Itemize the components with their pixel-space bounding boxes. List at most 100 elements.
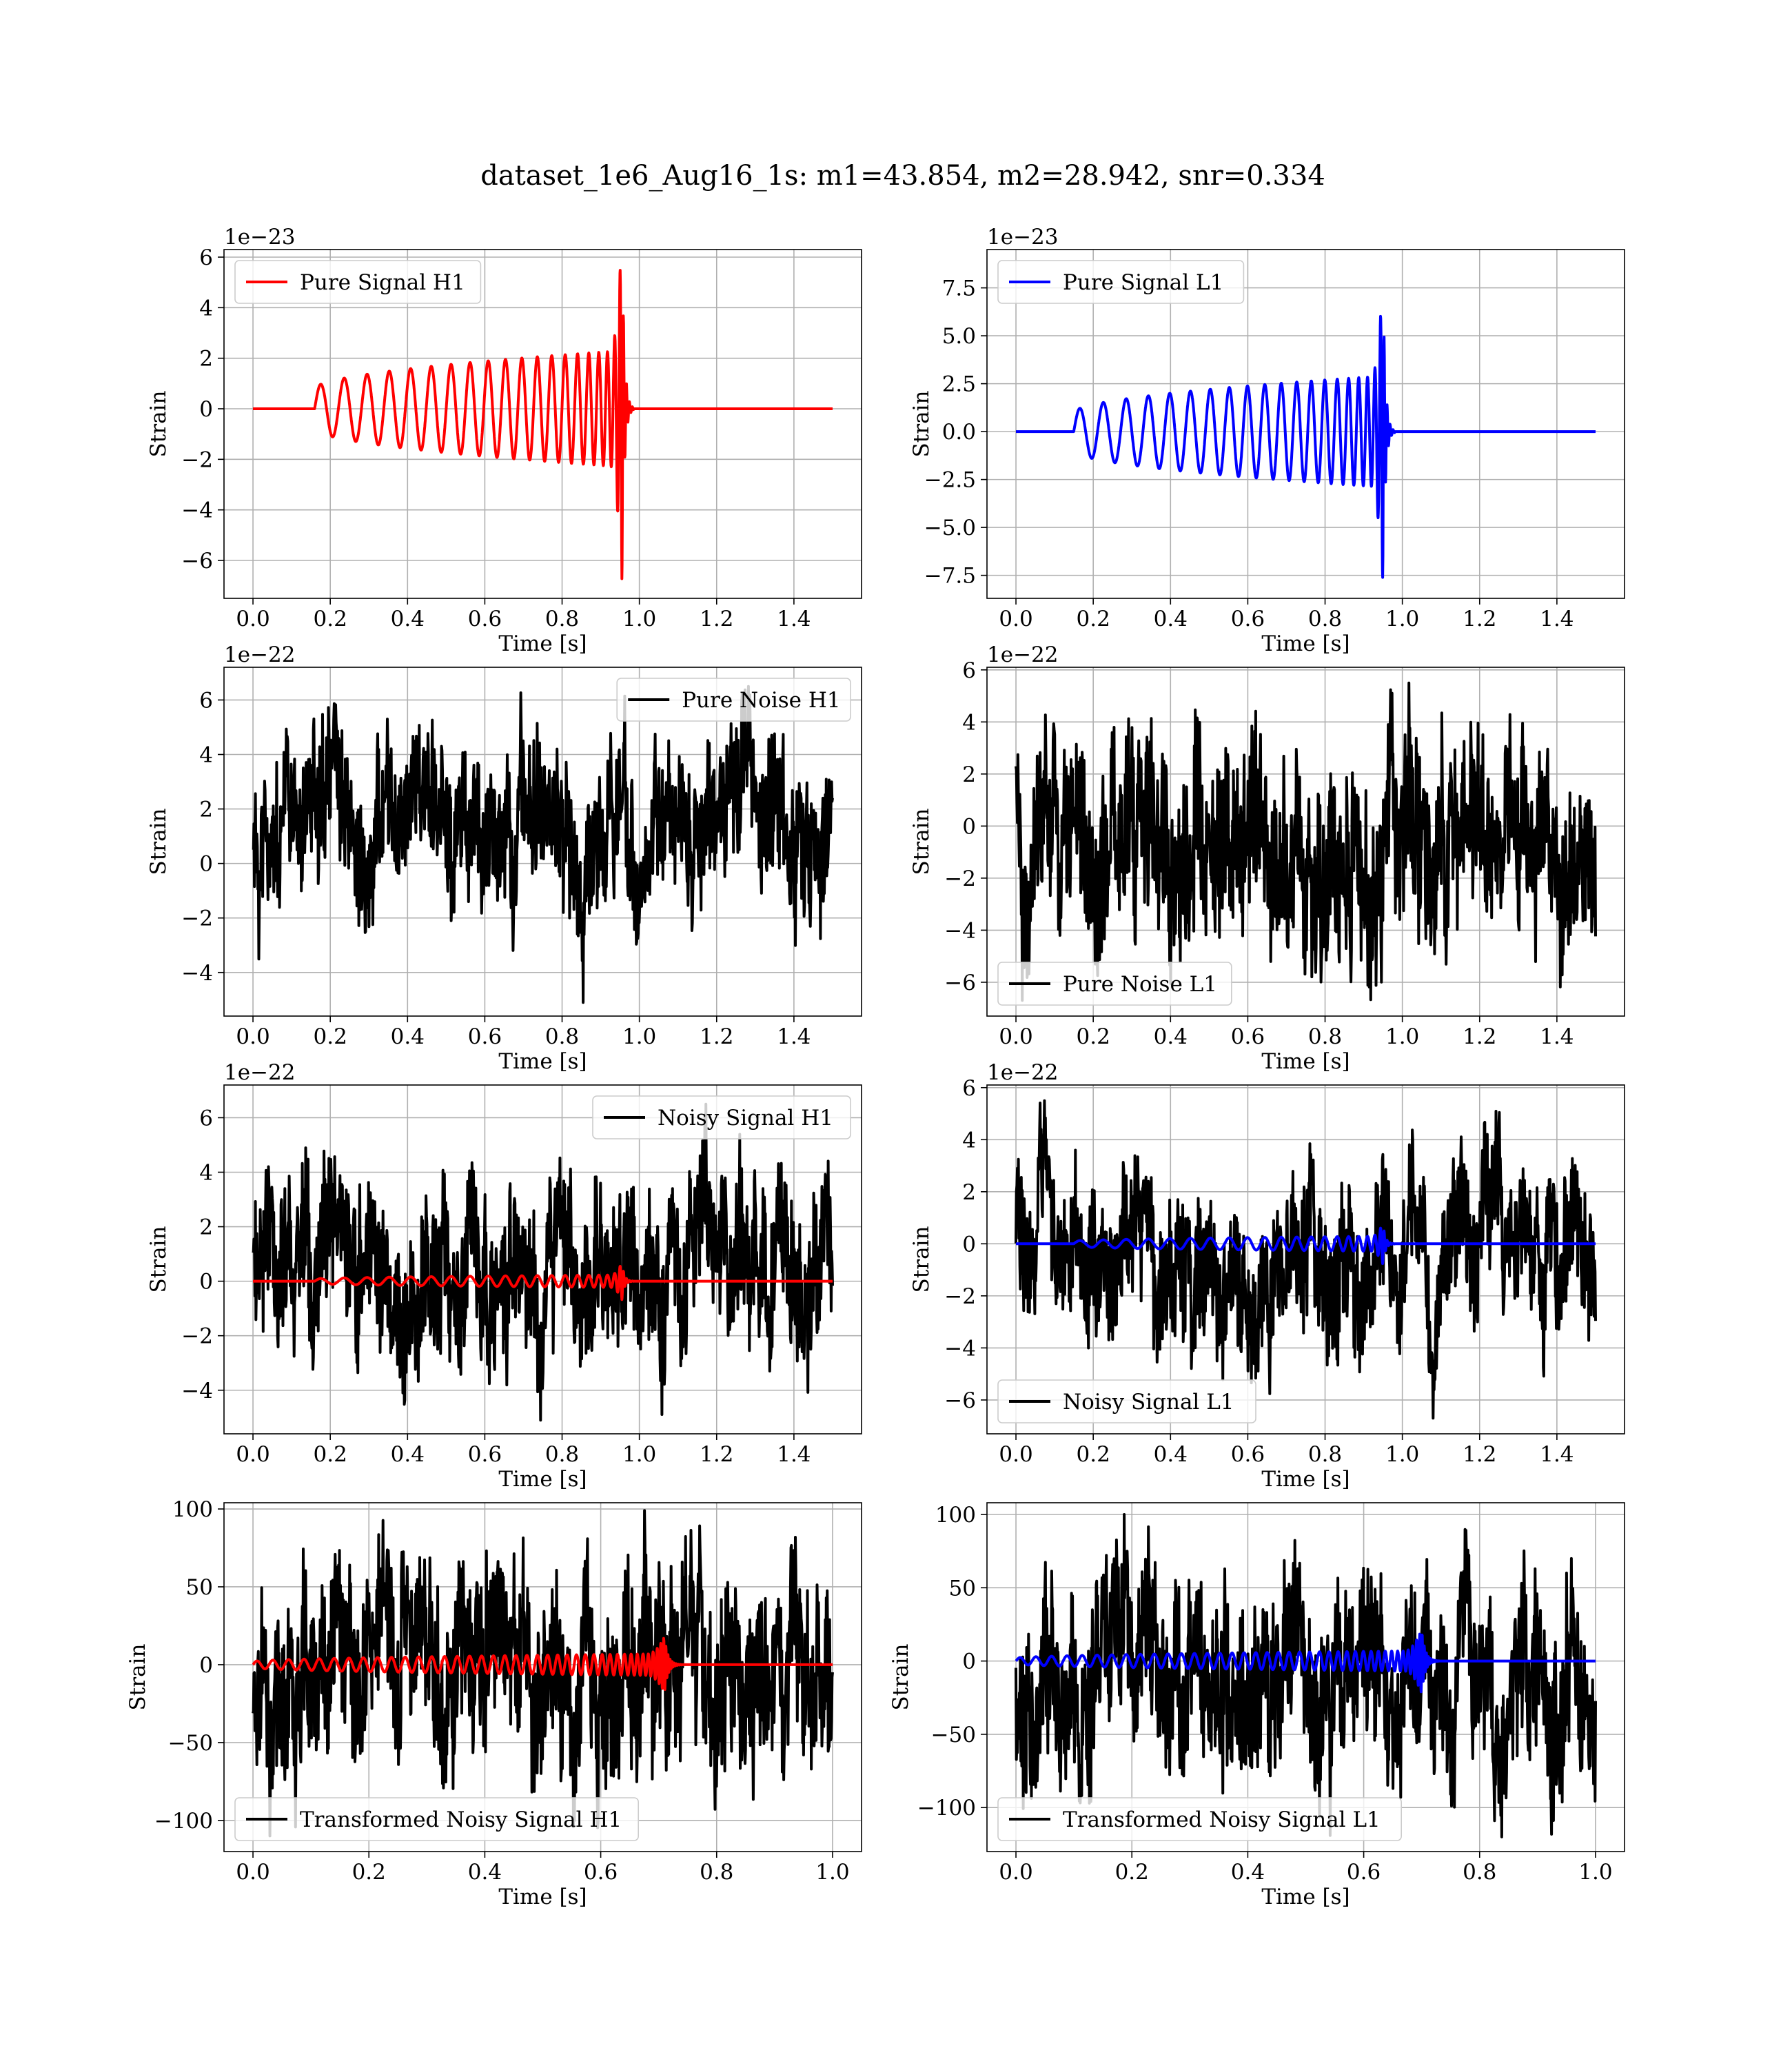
x-tick-label: 0.8: [1308, 607, 1342, 631]
x-tick-label: 0.4: [1154, 1442, 1188, 1467]
y-tick-label: 4: [199, 296, 213, 321]
y-tick-label: −5.0: [924, 516, 976, 540]
legend-label: Pure Signal L1: [1063, 270, 1223, 295]
y-tick-label: −6: [944, 971, 976, 995]
y-tick-label: 4: [199, 743, 213, 768]
y-tick-label: 6: [199, 1106, 213, 1131]
series-line-signal: [1015, 314, 1597, 579]
subplot-noisy-signal-l1: 0.0 0.2 0.4 0.6 0.8 1.0 1.2 1.4 6 4 2 0 −2 −4 −6 Time […: [909, 1060, 1625, 1492]
x-tick-label: 0.0: [999, 607, 1032, 631]
y-tick-label: 4: [962, 710, 976, 735]
x-tick-label: 1.4: [777, 1024, 811, 1049]
legend-label: Transformed Noisy Signal L1: [1063, 1807, 1381, 1832]
x-tick-label: 0.4: [1231, 1860, 1265, 1885]
x-tick-label: 0.0: [236, 1442, 269, 1467]
x-tick-label: 0.6: [1231, 1024, 1265, 1049]
series-line-noise: [1015, 1513, 1597, 1838]
offset-text: 1e−22: [224, 642, 296, 667]
y-tick-label: −2: [181, 906, 213, 931]
y-tick-label: −2: [944, 1284, 976, 1309]
x-tick-label: 0.0: [999, 1024, 1032, 1049]
x-tick-label: 0.6: [468, 1442, 502, 1467]
offset-text: 1e−23: [224, 225, 296, 250]
offset-text: 1e−22: [987, 642, 1059, 667]
x-tick-label: 0.8: [545, 1442, 579, 1467]
series-line-noise: [1015, 1099, 1597, 1420]
x-tick-label: 0.8: [1463, 1860, 1496, 1885]
legend-box: [234, 260, 482, 304]
x-tick-label: 0.2: [1077, 1442, 1110, 1467]
legend: Pure Noise H1: [616, 678, 851, 722]
figure-title: dataset_1e6_Aug16_1s: m1=43.854, m2=28.9…: [480, 160, 1325, 192]
y-tick-label: 4: [199, 1161, 213, 1186]
y-axis-label: Strain: [909, 391, 934, 458]
offset-text: 1e−22: [987, 1060, 1059, 1085]
y-tick-label: −4: [181, 961, 213, 986]
y-tick-label: 0: [199, 852, 213, 877]
subplot-pure-noise-h1: 0.0 0.2 0.4 0.6 0.8 1.0 1.2 1.4 6 4 2 0 −2 −4 Time [s]…: [146, 642, 862, 1074]
series-line-noise: [1015, 681, 1597, 1002]
y-tick-label: −2.5: [924, 468, 976, 493]
legend-box: [997, 962, 1232, 1006]
axes-frame: [223, 667, 862, 1017]
x-axis-label: Time [s]: [1261, 1885, 1350, 1909]
x-tick-label: 0.4: [468, 1860, 502, 1885]
x-tick-label: 0.6: [1231, 1442, 1265, 1467]
legend-label: Pure Noise L1: [1063, 972, 1217, 997]
legend: Noisy Signal L1: [997, 1379, 1256, 1423]
y-tick-label: −2: [181, 1324, 213, 1349]
x-tick-label: 0.4: [391, 1024, 425, 1049]
series-group: [252, 269, 834, 580]
offset-text: 1e−23: [987, 225, 1059, 250]
x-tick-label: 0.0: [236, 607, 269, 631]
x-tick-label: 1.2: [1463, 1442, 1496, 1467]
x-tick-label: 0.0: [236, 1860, 269, 1885]
y-tick-label: 6: [962, 1076, 976, 1101]
series-line-signal: [1015, 1226, 1597, 1266]
legend-box: [616, 678, 851, 722]
x-tick-label: 1.2: [700, 607, 733, 631]
y-tick-label: −6: [944, 1388, 976, 1413]
series-group: [1015, 314, 1597, 579]
y-axis-label: Strain: [146, 1226, 171, 1293]
y-tick-label: −50: [168, 1731, 213, 1756]
y-axis-label: Strain: [909, 809, 934, 875]
subplot-grid: 0.0 0.2 0.4 0.6 0.8 1.0 1.2 1.4 6 4 2 0 −2 −4 −6 Time […: [125, 225, 1625, 1909]
series-group: [1015, 1513, 1597, 1838]
y-tick-label: −2: [944, 866, 976, 891]
series-line-signal: [252, 1636, 834, 1691]
x-tick-label: 1.2: [1463, 607, 1496, 631]
legend-label: Pure Noise H1: [682, 688, 840, 713]
legend-box: [997, 260, 1245, 304]
x-axis-label: Time [s]: [1261, 1049, 1350, 1074]
legend-label: Noisy Signal H1: [658, 1106, 833, 1131]
offset-text: 1e−22: [224, 1060, 296, 1085]
x-tick-label: 0.6: [468, 1024, 502, 1049]
x-tick-label: 0.6: [1347, 1860, 1381, 1885]
x-tick-label: 0.2: [314, 1024, 347, 1049]
x-axis-label: Time [s]: [1261, 1467, 1350, 1492]
x-tick-label: 0.8: [700, 1860, 733, 1885]
series-line-noise: [252, 1509, 834, 1838]
y-axis-label: Strain: [146, 391, 171, 458]
x-tick-label: 0.8: [1308, 1024, 1342, 1049]
legend-label: Transformed Noisy Signal H1: [300, 1807, 622, 1832]
x-tick-label: 0.8: [545, 1024, 579, 1049]
y-tick-label: −100: [917, 1796, 976, 1821]
series-line-signal: [252, 269, 834, 580]
y-tick-label: −4: [944, 1336, 976, 1361]
axes-frame: [986, 667, 1625, 1017]
series-group: [252, 1102, 834, 1422]
legend: Pure Signal L1: [997, 260, 1245, 304]
legend-box: [997, 1797, 1403, 1841]
y-tick-label: 100: [935, 1503, 976, 1528]
y-tick-label: 6: [199, 688, 213, 713]
y-tick-label: −4: [944, 918, 976, 943]
x-tick-label: 0.6: [1231, 607, 1265, 631]
x-tick-label: 0.2: [314, 607, 347, 631]
legend-box: [592, 1095, 851, 1139]
y-axis-label: Strain: [125, 1644, 150, 1711]
x-tick-label: 1.0: [1385, 1024, 1419, 1049]
x-tick-label: 1.4: [1540, 1442, 1574, 1467]
y-tick-label: −100: [154, 1809, 213, 1834]
